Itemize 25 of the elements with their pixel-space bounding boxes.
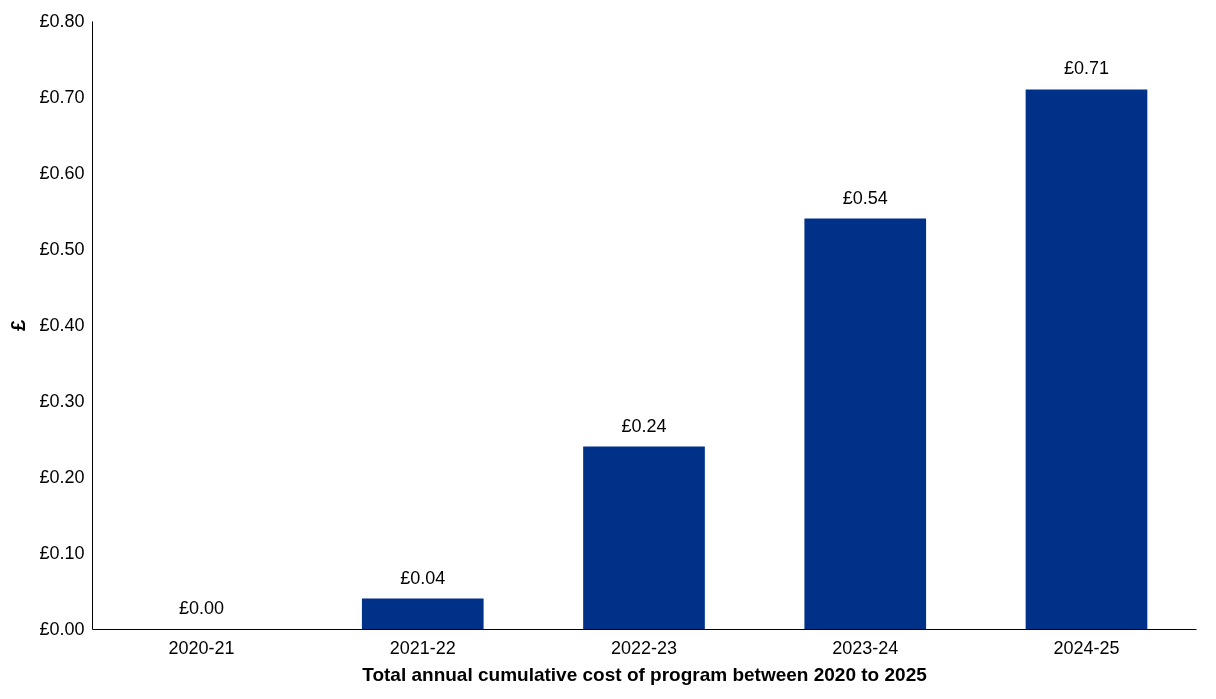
y-tick-label: £0.80 bbox=[39, 10, 85, 31]
data-label: £0.71 bbox=[1063, 58, 1110, 79]
bar bbox=[1025, 89, 1148, 629]
x-tick-label: 2024-25 bbox=[1053, 637, 1120, 658]
x-tick-label: 2022-23 bbox=[610, 637, 678, 658]
x-tick-label: 2023-24 bbox=[832, 637, 899, 658]
y-tick-label: £0.40 bbox=[39, 314, 85, 335]
data-label: £0.24 bbox=[621, 415, 667, 436]
y-tick-label: £0.30 bbox=[39, 390, 85, 411]
y-tick-label: £0.50 bbox=[39, 238, 85, 259]
data-label: £0.04 bbox=[400, 567, 446, 588]
bar bbox=[583, 446, 705, 629]
x-axis-title: Total annual cumulative cost of program between 2020 to 2025 bbox=[362, 663, 928, 685]
bar bbox=[361, 598, 484, 629]
data-label: £0.00 bbox=[178, 598, 225, 618]
x-tick-label: 2020-21 bbox=[168, 637, 235, 658]
y-tick-label: £0.70 bbox=[39, 86, 85, 107]
y-tick-label: £0.20 bbox=[39, 466, 85, 487]
x-tick-label: 2021-22 bbox=[389, 637, 456, 658]
y-tick-label: £0.10 bbox=[39, 542, 85, 563]
y-tick-label: £0.00 bbox=[39, 618, 85, 639]
y-axis-title: £ bbox=[7, 319, 30, 332]
data-label: £0.54 bbox=[842, 187, 888, 208]
bar bbox=[804, 218, 927, 629]
y-tick-label: £0.60 bbox=[39, 162, 85, 183]
